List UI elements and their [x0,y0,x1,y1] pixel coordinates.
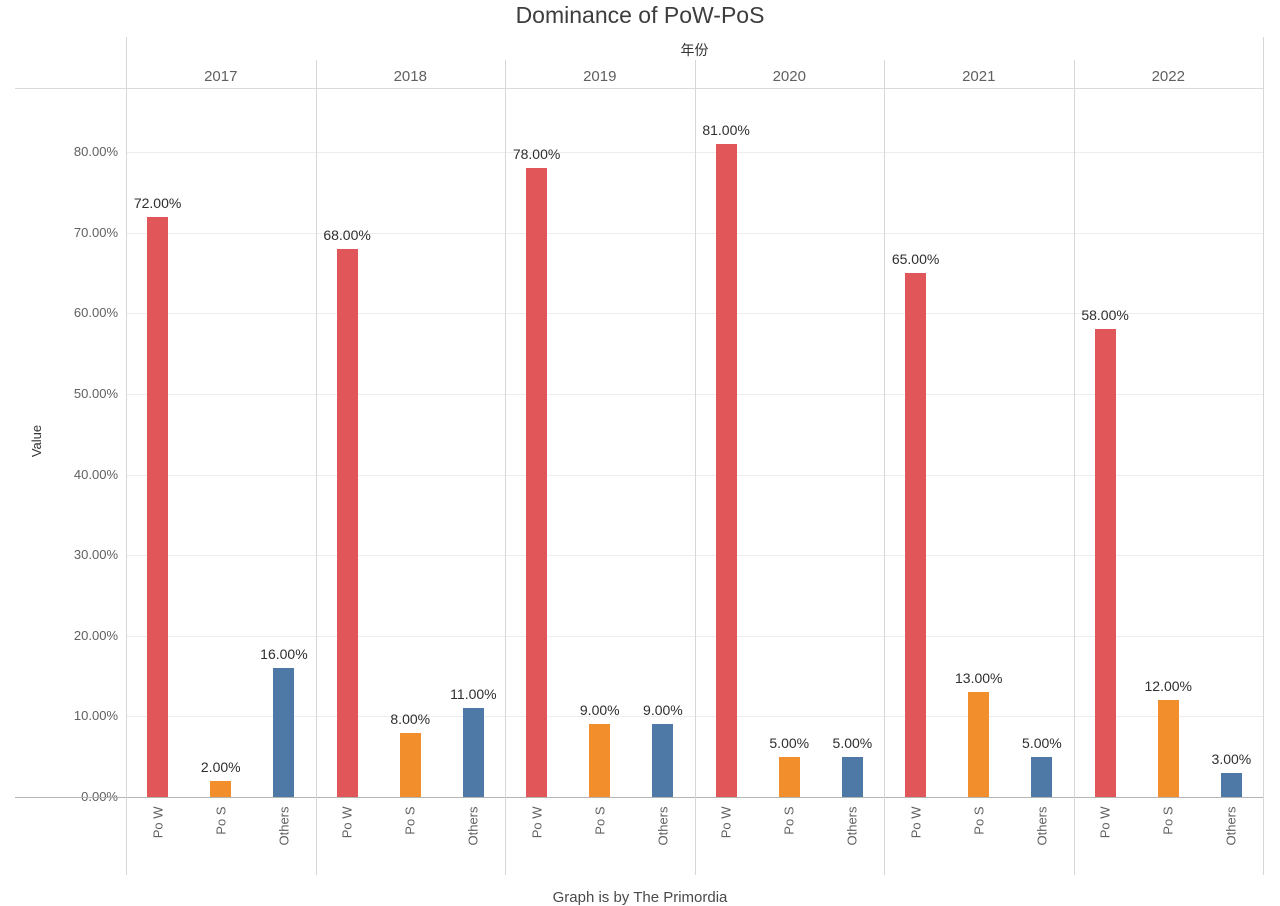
bar-2019-others [652,724,674,797]
bar-value-label-2020-2: 5.00% [832,734,873,751]
category-label-2017-1: Po S [213,806,229,835]
footer-caption: Graph is by The Primordia [552,889,728,906]
bar-2019-pow [526,168,548,797]
bar-2018-pow [336,248,358,797]
category-label-2021-1: Po S [971,806,987,835]
category-label-2018-0: Po W [339,806,355,838]
y-tick-label-70: 70.00% [73,224,118,240]
category-label-2022-2: Others [1223,806,1239,846]
category-label-2020-2: Others [844,806,860,846]
category-label-2020-1: Po S [781,806,797,835]
facet-year-label-2022: 2022 [1151,68,1185,85]
category-label-2017-0: Po W [150,806,166,838]
bar-value-label-2017-0: 72.00% [133,194,182,211]
facet-header-underline [15,88,1263,89]
bar-value-label-2022-1: 12.00% [1144,678,1192,695]
category-label-2022-1: Po S [1160,806,1176,835]
panel-separator-0 [126,37,127,875]
category-label-2019-2: Others [655,806,671,846]
bar-value-label-2020-0: 81.00% [702,121,750,138]
bar-value-label-2018-2: 11.00% [450,686,497,703]
bar-value-label-2021-2: 5.00% [1022,734,1062,751]
y-tick-label-10: 10.00% [73,708,118,724]
bar-2020-pow [715,143,737,797]
bar-2022-pow [1094,329,1116,797]
category-label-2018-2: Others [465,806,481,846]
bar-value-label-2022-2: 3.00% [1211,750,1252,767]
panel-separator-2 [505,60,506,875]
x-axis-baseline [15,797,1263,798]
facet-axis-title: 年份 [680,42,709,58]
bar-2017-pow [147,216,169,797]
bar-2022-pos [1157,700,1179,797]
bar-2021-pos [968,692,990,797]
chart-title: Dominance of PoW-PoS [515,2,765,28]
bar-value-label-2018-0: 68.00% [323,226,371,243]
category-label-2020-0: Po W [718,806,734,838]
bar-2017-others [273,668,295,797]
bar-2021-pow [905,272,927,797]
y-tick-label-60: 60.00% [73,305,118,321]
y-tick-label-50: 50.00% [73,385,118,401]
y-tick-label-20: 20.00% [73,627,118,643]
bar-2017-pos [210,780,232,797]
facet-year-label-2018: 2018 [393,68,427,85]
facet-year-label-2021: 2021 [962,68,996,85]
bar-value-label-2019-0: 78.00% [512,146,561,163]
category-label-2019-1: Po S [592,806,608,835]
bar-2018-others [462,708,484,797]
category-label-2021-2: Others [1034,806,1050,846]
y-tick-label-0: 0.00% [81,789,118,804]
bar-2019-pos [589,724,611,797]
bar-2018-pos [399,732,421,797]
bar-value-label-2020-1: 5.00% [769,734,810,751]
bar-value-label-2017-1: 2.00% [200,758,241,775]
bar-value-label-2018-1: 8.00% [390,710,431,727]
panel-separator-4 [884,60,885,875]
bar-value-label-2019-2: 9.00% [643,702,683,719]
panel-separator-1 [315,60,317,875]
facet-year-label-2017: 2017 [204,68,238,85]
facet-year-label-2019: 2019 [583,68,617,85]
bar-value-label-2019-1: 9.00% [579,702,620,719]
panel-separator-3 [694,60,696,875]
y-tick-label-40: 40.00% [73,466,118,482]
category-label-2017-2: Others [276,806,292,846]
y-tick-label-30: 30.00% [73,547,118,563]
bar-2021-others [1031,756,1053,797]
bar-value-label-2022-0: 58.00% [1081,307,1129,324]
bar-2022-others [1220,772,1242,797]
category-label-2018-1: Po S [402,806,418,835]
category-label-2022-0: Po W [1097,806,1113,838]
bar-2020-pos [778,756,800,797]
bar-2020-others [841,756,863,797]
category-label-2019-0: Po W [529,806,545,838]
panel-separator-5 [1073,60,1075,875]
category-label-2021-0: Po W [908,806,924,838]
panel-separator-6 [1263,37,1264,875]
facet-year-label-2020: 2020 [772,68,806,85]
bar-value-label-2021-1: 13.00% [955,670,1003,687]
y-tick-label-80: 80.00% [73,144,118,159]
bar-value-label-2017-2: 16.00% [260,646,308,662]
bar-value-label-2021-0: 65.00% [891,250,940,267]
